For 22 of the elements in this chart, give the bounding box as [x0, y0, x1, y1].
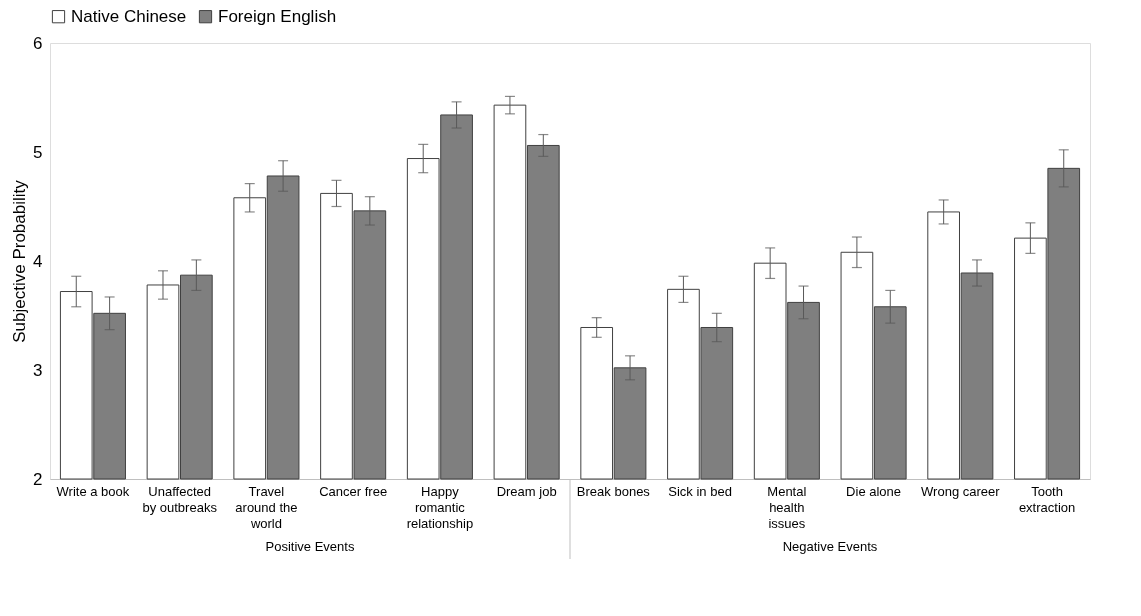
- x-tick-label: Sick in bed: [668, 483, 732, 499]
- x-tick-label: Write a book: [56, 483, 130, 499]
- x-tick-label: Cancer free: [319, 483, 388, 499]
- x-tick-label: Mental health issues: [767, 483, 807, 531]
- x-tick-label: Break bones: [576, 483, 651, 499]
- text: Positive Events: [265, 539, 355, 554]
- legend-label: Native Chinese: [71, 6, 187, 26]
- x-tick-label: Travel around the world: [235, 483, 298, 531]
- text: Negative Events: [782, 539, 878, 554]
- y-tick-label: 6: [33, 33, 43, 53]
- x-tick-label: Wrong career: [921, 483, 1001, 499]
- y-tick-label: 5: [33, 142, 43, 162]
- x-tick-label: Unaffected by outbreaks: [142, 483, 218, 515]
- legend-label: Foreign English: [218, 6, 337, 26]
- y-axis-title: Subjective Probability: [10, 179, 30, 343]
- x-tick-label: Tooth extraction: [1018, 483, 1076, 515]
- y-tick-label: 4: [33, 251, 43, 271]
- x-tick-label: Dream job: [496, 483, 557, 499]
- y-tick-label: 2: [33, 469, 43, 489]
- x-tick-label: Die alone: [846, 483, 902, 499]
- y-tick-label: 3: [33, 360, 43, 380]
- x-tick-label: Happy romantic relationship: [406, 483, 474, 531]
